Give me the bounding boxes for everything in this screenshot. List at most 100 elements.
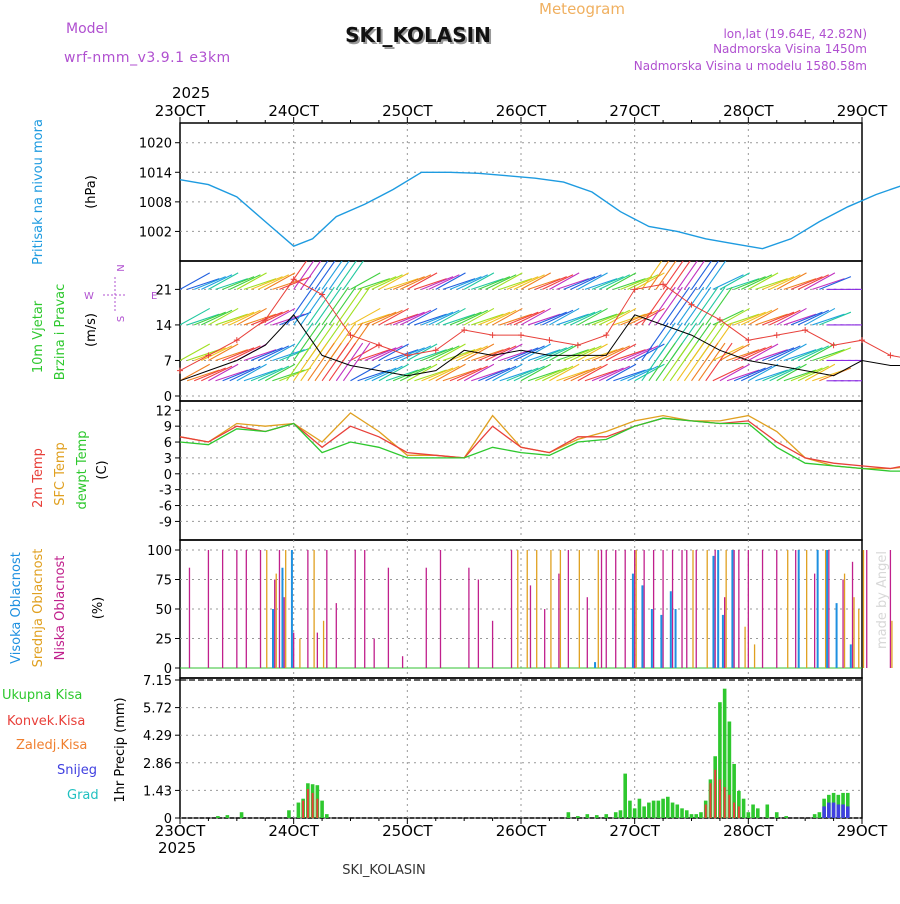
legend-snow: Snijeg [57,763,97,778]
wind-arrow [456,345,488,361]
top-time-label: 27OCT [609,102,660,120]
wind-arrow [506,367,539,382]
wind-ytick-label: 14 [155,319,172,334]
precip-bar-ukupna-kisa [623,773,627,818]
wind-arrow [804,272,836,290]
precip-bar-ukupna-kisa [239,812,244,818]
wind-arrow [577,272,608,290]
precip-ytick-label: 0 [164,812,172,827]
wind-arrow [641,322,669,361]
wind-arrow [705,286,733,326]
temp-ylabel-dewpt: dewpt Temp [75,430,90,509]
gust-marker [319,291,326,298]
wind-arrow [392,311,425,326]
gust-marker [574,342,581,349]
wind-arrow [819,347,852,361]
wind-arrow [506,311,539,326]
gust-marker [375,342,382,349]
2m-temp-line [179,417,900,470]
wind-arrow [662,342,690,382]
bottom-time-label: 28OCT [723,822,774,840]
precip-bar-konvek-kisa [728,794,731,818]
wind-arrow [698,261,720,290]
wind-arrow [385,278,419,290]
wind-arrow [492,272,523,290]
wind-arrow [563,367,596,382]
wind-arrow [769,345,801,361]
wind-arrow [364,276,397,290]
legend-hail: Grad [67,788,99,803]
wind-arrow [314,286,342,326]
precip-bar-ukupna-kisa [637,798,642,818]
wind-arrow [456,309,488,326]
precip-bar-ukupna-kisa [845,792,850,818]
temp-ytick-label: 9 [164,420,172,435]
wind-arrow [506,276,539,290]
precip-bar-ukupna-kisa [817,812,822,818]
wind-arrow [243,349,277,361]
wind-arrow [407,272,438,290]
precip-bar-ukupna-kisa [765,804,770,818]
wind-arrow [535,367,567,382]
precip-bar-ukupna-kisa [675,804,680,818]
precip-ytick-label: 1.43 [143,784,172,799]
wind-arrow [755,278,788,290]
gust-marker [489,332,496,339]
precip-bar-ukupna-kisa [694,814,699,818]
precip-bar-konvek-kisa [714,769,717,818]
wind-arrow [222,367,255,382]
precip-bar-snijeg [841,804,845,818]
precip-bar-ukupna-kisa [287,810,291,818]
wind-arrow [705,342,733,382]
gust-marker [859,337,865,344]
station-title-shadowtop: SKI_KOLASIN [345,23,491,47]
wind-arrow [634,363,665,382]
wind-arrow [435,272,466,290]
wind-arrow [442,369,476,382]
wind-arrow [492,343,523,361]
precip-bar-konvek-kisa [723,787,726,818]
wind-arrow [556,313,589,326]
wind-arrow [499,278,533,290]
gust-marker [688,301,695,308]
pressure-ylabel: Pritisak na nivou mora [31,119,46,265]
wind-arrow [748,363,779,382]
top-time-label: 23OCT [155,102,206,120]
wind-arrow [449,276,482,290]
precip-bar-ukupna-kisa [585,814,590,818]
wind-arrow [222,347,255,361]
legend-frz-precip: Zaledj.Kisa [16,738,87,753]
legend-conv-precip: Konvek.Kisa [7,714,85,729]
model-name: wrf-nmm_v3.9.1 e3km [64,50,231,66]
wind-arrow [215,349,248,361]
gust-marker [773,332,780,339]
wind-arrow [556,369,589,382]
wind-arrow [733,347,766,361]
wind-arrow [293,322,321,361]
wind-arrow [236,272,267,290]
wind-ylabel-1: 10m Vjetar [31,300,46,373]
precip-bar-ukupna-kisa [566,812,571,818]
wind-speed-line [179,314,900,382]
pressure-ytick-label: 1002 [139,225,172,240]
wind-arrow [463,272,495,290]
wind-arrow [392,367,425,382]
cloud-ytick-label: 25 [155,633,172,648]
gust-marker [660,281,667,288]
cloud-ytick-label: 50 [155,603,172,618]
wind-arrow [662,261,684,290]
wind-arrow [428,345,460,361]
wind-arrow [314,342,342,382]
wind-arrow [605,307,637,326]
wind-arrow [350,363,381,382]
wind-arrow [194,367,226,382]
wind-arrow [286,322,314,361]
wind-arrow [812,278,845,290]
precip-bar-ukupna-kisa [722,688,727,818]
wind-arrow [257,365,290,382]
wind-arrow [328,286,357,326]
top-time-label: 25OCT [382,102,433,120]
precip-bar-ukupna-kisa [666,796,670,818]
wind-arrow [392,276,425,290]
